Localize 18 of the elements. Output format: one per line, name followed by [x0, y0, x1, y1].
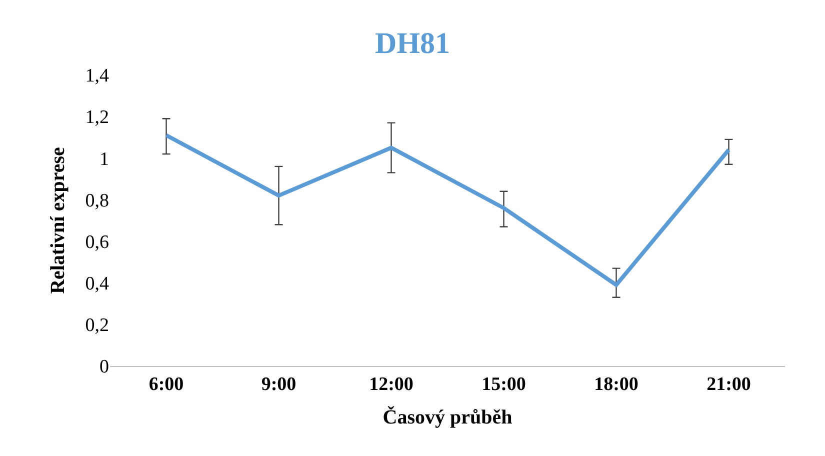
- line-series: [164, 133, 731, 287]
- x-tick-label: 18:00: [594, 374, 638, 395]
- x-tick-label: 15:00: [482, 374, 526, 395]
- y-tick-label: 1: [100, 148, 109, 170]
- y-tick-label: 0,6: [85, 232, 109, 253]
- chart-title: DH81: [375, 26, 450, 60]
- y-tick-label: 0,8: [85, 190, 109, 212]
- x-tick-label: 21:00: [706, 374, 751, 395]
- y-tick-label: 1,2: [85, 107, 109, 128]
- x-axis-title: Časový průběh: [382, 405, 512, 428]
- y-tick-label: 0,2: [85, 315, 109, 336]
- y-tick-label: 0: [100, 356, 109, 378]
- y-tick-label: 1,4: [85, 66, 110, 87]
- y-axis-title: Relativní exprese: [46, 146, 69, 294]
- x-tick-label: 12:00: [369, 374, 414, 395]
- x-tick-label: 6:00: [148, 374, 184, 395]
- y-tick-label: 0,4: [85, 274, 110, 295]
- x-tick-label: 9:00: [261, 374, 296, 395]
